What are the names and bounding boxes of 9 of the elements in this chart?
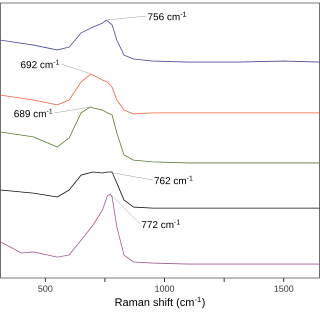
annotation: 689 cm$^{-1}$: [14, 108, 52, 118]
annotation: 756 cm$^{-1}$: [148, 12, 186, 20]
x-tick-label: 1500: [274, 286, 294, 292]
annotation: 692 cm$^{-1}$: [21, 60, 60, 68]
annotation: 772 cm$^{-1}$: [142, 220, 180, 228]
annotation: 762 cm$^{-1}$: [154, 176, 193, 184]
x-axis-title: Raman shift (cm$^{-1}$): [116, 296, 205, 308]
x-tick-label: 500: [38, 286, 52, 292]
x-tick-label: 1000: [155, 286, 174, 292]
